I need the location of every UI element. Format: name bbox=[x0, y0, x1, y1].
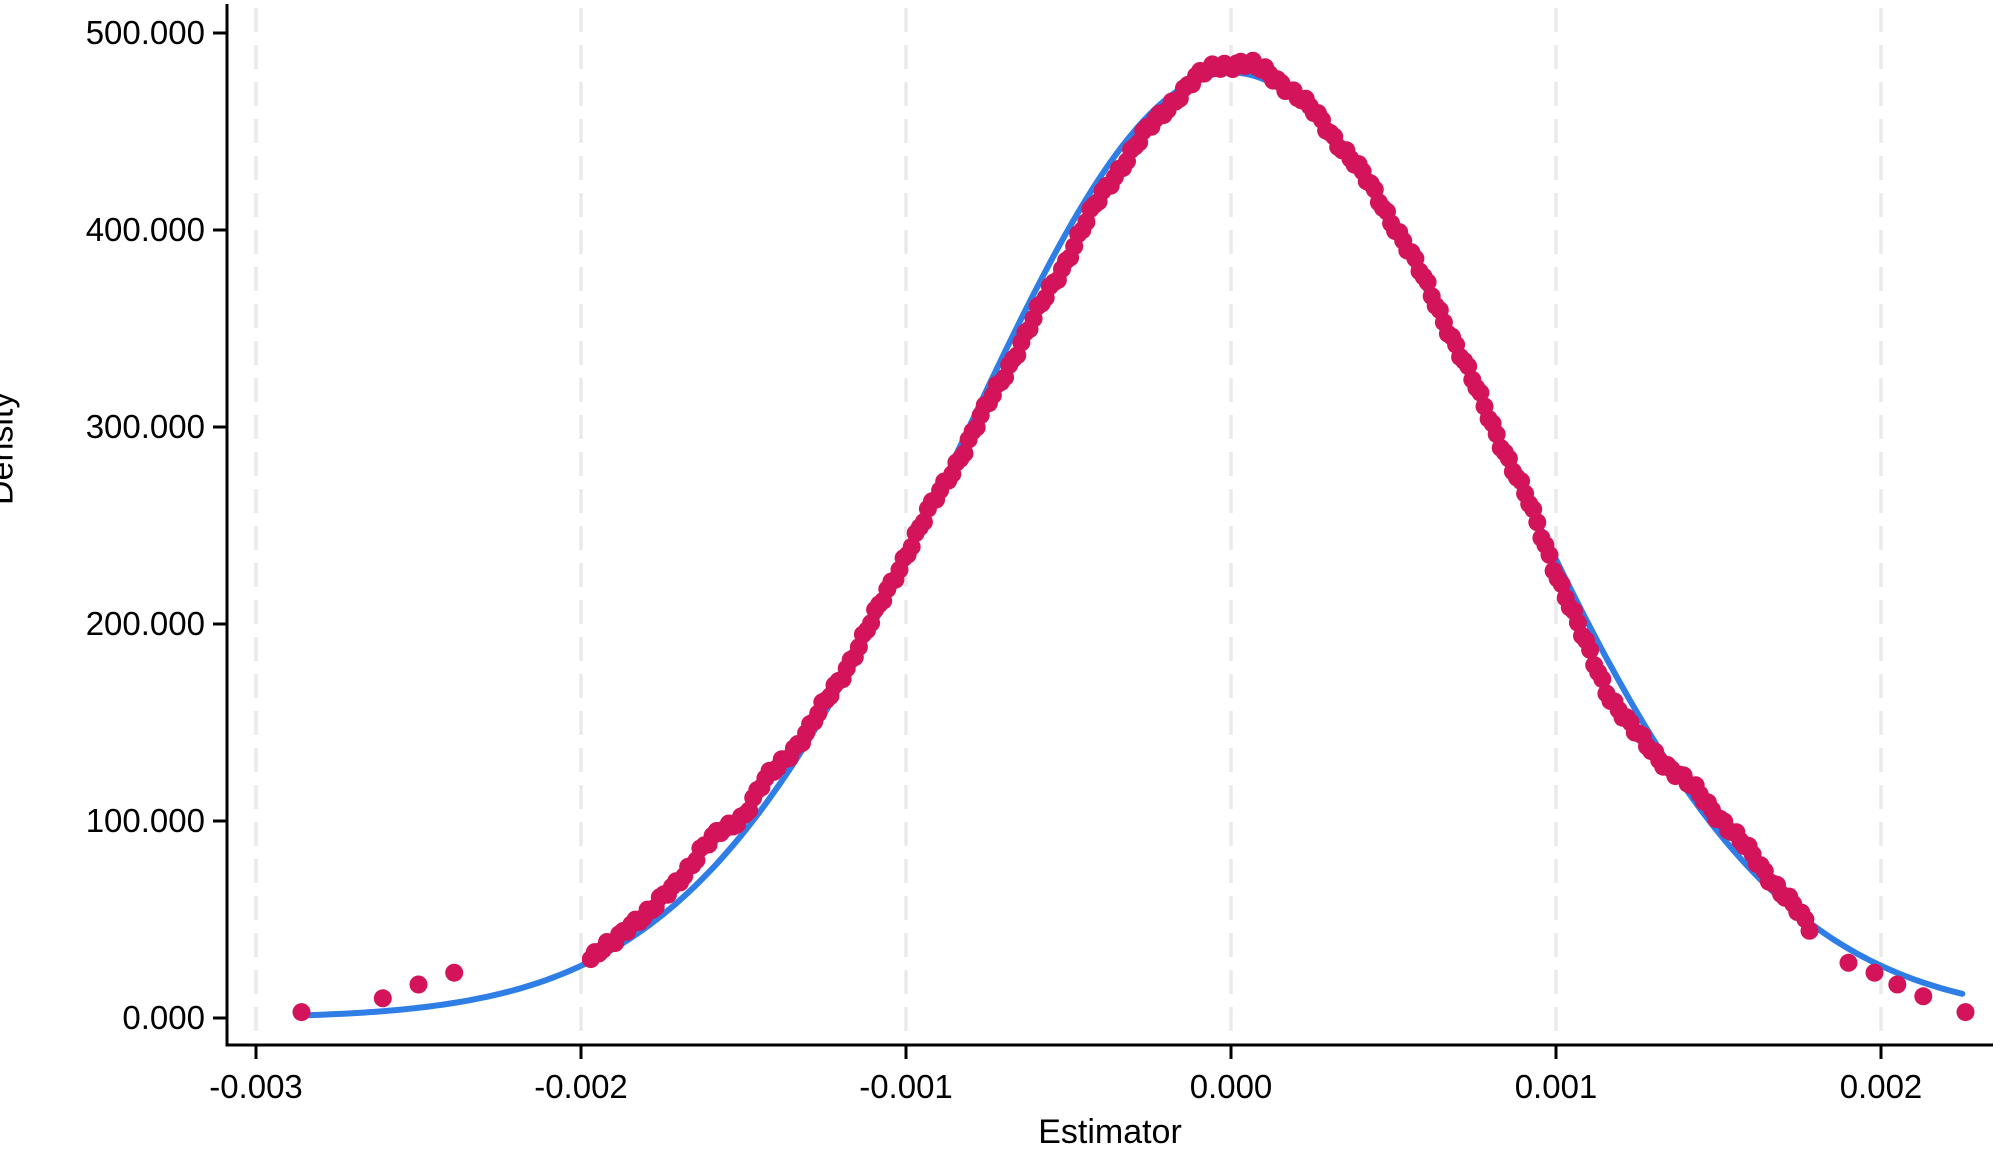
kde-dot bbox=[1956, 1003, 1975, 1022]
x-tick-label: -0.003 bbox=[209, 1068, 303, 1105]
kde-dot bbox=[1471, 383, 1490, 402]
y-tick-label: 0.000 bbox=[122, 999, 205, 1036]
y-tick-label: 200.000 bbox=[86, 605, 205, 642]
kde-dot bbox=[409, 975, 428, 994]
y-tick-label: 300.000 bbox=[86, 408, 205, 445]
kde-dot bbox=[902, 537, 921, 556]
kde-dot bbox=[1540, 545, 1559, 564]
kde-dot bbox=[1552, 575, 1571, 594]
kde-dot bbox=[955, 444, 974, 463]
x-tick-label: 0.002 bbox=[1840, 1068, 1923, 1105]
y-tick-label: 500.000 bbox=[86, 14, 205, 51]
kde-dot bbox=[1418, 273, 1437, 292]
x-tick-label: -0.001 bbox=[859, 1068, 953, 1105]
kde-dot bbox=[1528, 513, 1547, 532]
kde-dot bbox=[1800, 921, 1819, 940]
x-tick-label: 0.001 bbox=[1515, 1068, 1598, 1105]
kde-dot bbox=[1459, 357, 1478, 376]
kde-dot bbox=[1581, 640, 1600, 659]
kde-dot bbox=[373, 989, 392, 1008]
kde-dot bbox=[292, 1003, 311, 1022]
kde-dot bbox=[1593, 670, 1612, 689]
x-axis-title: Estimator bbox=[1038, 1113, 1182, 1151]
kde-dot bbox=[1487, 425, 1506, 444]
kde-dot bbox=[1888, 975, 1907, 994]
x-tick-label: -0.002 bbox=[534, 1068, 628, 1105]
kde-dot bbox=[445, 963, 464, 982]
kde-dot bbox=[1914, 987, 1933, 1006]
x-tick-label: 0.000 bbox=[1190, 1068, 1273, 1105]
kde-dot bbox=[1865, 963, 1884, 982]
y-axis-title: Density bbox=[0, 391, 21, 505]
kde-dot bbox=[1839, 953, 1858, 972]
y-tick-label: 100.000 bbox=[86, 802, 205, 839]
y-tick-label: 400.000 bbox=[86, 211, 205, 248]
normal-curve bbox=[295, 69, 1966, 1019]
